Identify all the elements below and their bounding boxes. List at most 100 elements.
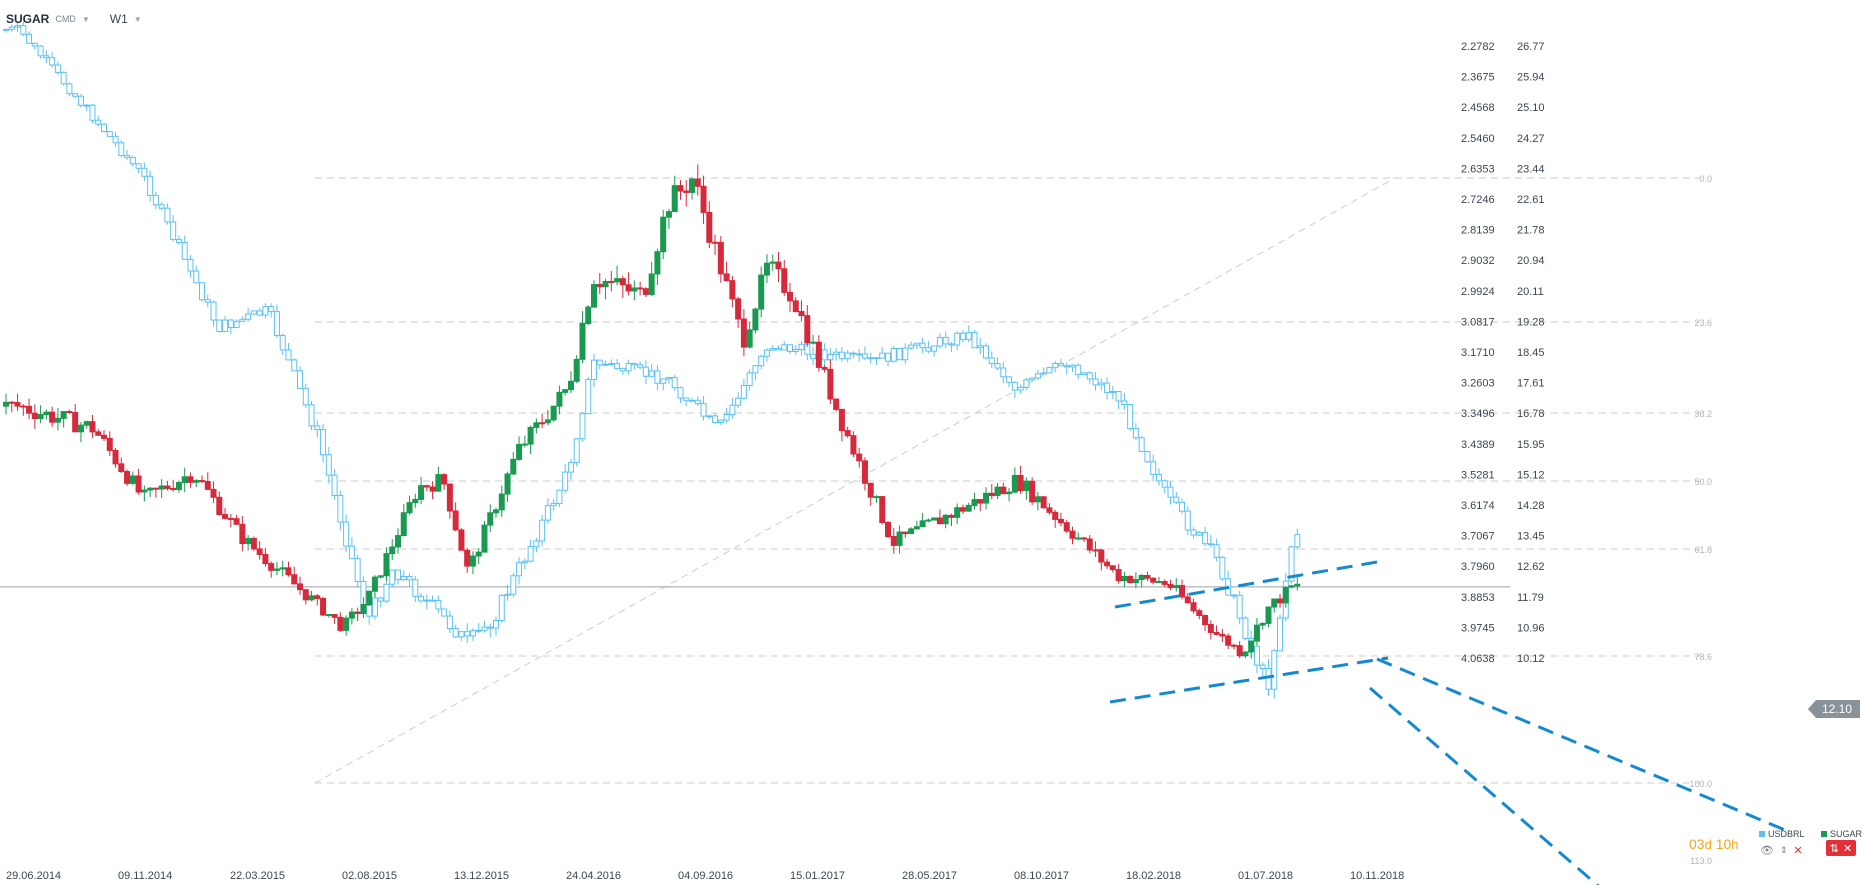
candle-body: [3, 401, 9, 407]
candle-body: [977, 345, 984, 349]
candle-body: [112, 449, 119, 465]
candle-body: [510, 575, 517, 595]
trendline: [1114, 560, 1378, 609]
candle-body: [308, 404, 315, 427]
candle-body: [700, 403, 707, 417]
candle-body: [965, 331, 972, 341]
candle-body: [441, 474, 448, 485]
candle-body: [199, 282, 206, 301]
candle-body: [1144, 451, 1151, 463]
candle-body: [141, 167, 148, 177]
candle-body: [919, 520, 926, 528]
sugar-remove-button[interactable]: ⇅ ✕: [1826, 840, 1856, 856]
left-axis-tick-label: 2.5460: [1461, 133, 1495, 145]
candle-body: [1104, 561, 1111, 567]
legend-sugar[interactable]: SUGAR: [1821, 829, 1862, 839]
left-axis-tick-label: 3.9745: [1461, 622, 1495, 634]
candle-body: [971, 331, 978, 349]
chevron-down-icon[interactable]: ▼: [81, 14, 90, 24]
candle-body: [302, 387, 309, 406]
eye-icon[interactable]: 👁: [1760, 845, 1774, 857]
candle-body: [37, 45, 44, 57]
fibonacci-retracement[interactable]: 0.0 23.6 38.2 50.0 61.8 78.6 100.0 113.0: [314, 174, 1712, 866]
candle-body: [769, 348, 776, 351]
up-down-arrows-icon[interactable]: ⇕: [1779, 845, 1788, 855]
candle-body: [856, 453, 863, 462]
candle-body: [677, 185, 684, 192]
candle-body: [913, 526, 920, 530]
time-axis-tick-label: 22.03.2015: [230, 870, 285, 882]
candle-body: [1081, 537, 1088, 540]
candle-body: [371, 576, 378, 592]
candle-body: [631, 362, 638, 366]
candle-body: [608, 363, 615, 366]
candle-body: [118, 142, 125, 156]
candle-body: [579, 322, 586, 360]
candle-body: [648, 370, 655, 377]
candle-body: [660, 216, 667, 253]
candle-body: [1034, 373, 1041, 379]
candle-body: [798, 311, 805, 317]
candle-body: [54, 64, 61, 73]
candle-body: [1069, 364, 1076, 368]
candle-body: [250, 537, 257, 550]
candle-body: [642, 288, 649, 295]
candle-body: [72, 412, 79, 433]
fib-level-label: 113.0: [1690, 856, 1712, 866]
candle-body: [1000, 486, 1007, 495]
candle-body: [596, 359, 603, 366]
candle-body: [343, 521, 350, 547]
candle-body: [706, 211, 713, 243]
candle-body: [245, 537, 252, 545]
symbol-label[interactable]: SUGAR: [6, 12, 50, 26]
legend-usdbrl[interactable]: USDBRL: [1759, 829, 1805, 839]
candle-body: [890, 536, 897, 546]
candle-body: [1144, 574, 1151, 579]
candle-body: [60, 411, 67, 419]
candle-body: [66, 411, 73, 414]
candle-body: [487, 626, 494, 629]
candle-body: [297, 583, 304, 591]
right-axis-tick-label: 26.77: [1517, 41, 1545, 53]
candle-body: [925, 347, 932, 352]
candle-body: [389, 546, 396, 555]
candle-body: [498, 493, 505, 511]
candle-body: [527, 546, 534, 562]
candle-body: [608, 280, 615, 283]
candle-body: [729, 404, 736, 415]
candle-body: [26, 405, 33, 414]
candle-body: [325, 614, 332, 617]
candle-body: [54, 417, 61, 423]
candle-body: [850, 352, 857, 355]
candle-body: [250, 310, 257, 315]
candle-body: [1288, 585, 1295, 588]
candle-body: [20, 25, 27, 35]
candle-body: [539, 519, 546, 542]
candle-body: [106, 131, 113, 137]
candle-body: [20, 405, 27, 408]
candle-body: [902, 347, 909, 361]
candle-body: [1121, 400, 1128, 406]
trendline-drawings[interactable]: [1109, 560, 1793, 885]
candle-body: [614, 278, 621, 283]
candle-body: [510, 458, 517, 475]
close-icon[interactable]: ✕: [1793, 845, 1803, 857]
timeframe-selector[interactable]: W1: [109, 12, 128, 26]
candle-body: [1034, 496, 1041, 503]
candle-body: [1086, 372, 1093, 380]
fib-level-label: 61.8: [1694, 545, 1712, 555]
candle-body: [458, 529, 465, 551]
candle-body: [671, 377, 678, 389]
candle-body: [320, 597, 327, 616]
time-axis-tick-label: 15.01.2017: [790, 870, 845, 882]
candle-body: [1202, 615, 1209, 626]
candle-body: [1179, 501, 1186, 512]
candle-body: [983, 492, 990, 504]
chevron-down-icon[interactable]: ▼: [133, 14, 142, 24]
right-axis-tick-label: 23.44: [1517, 163, 1545, 175]
candle-body: [1202, 531, 1209, 545]
candle-body: [395, 569, 402, 581]
candle-body: [1132, 428, 1139, 439]
candle-body: [60, 71, 67, 85]
